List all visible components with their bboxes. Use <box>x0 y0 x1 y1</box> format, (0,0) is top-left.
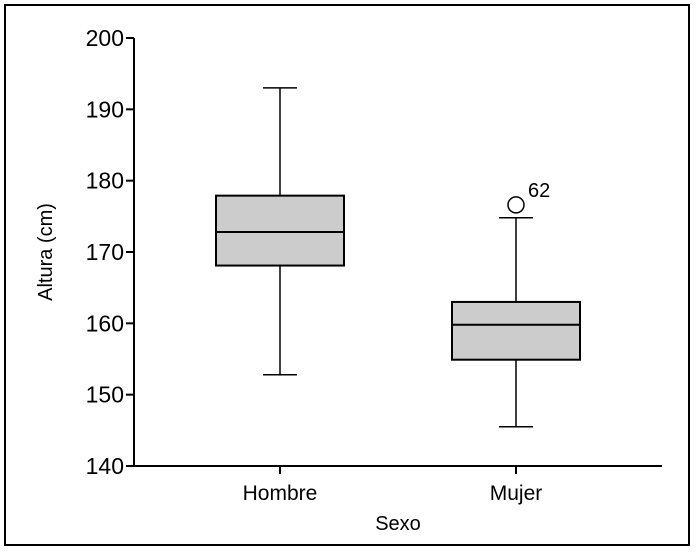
y-tick-label: 190 <box>86 96 124 122</box>
box-mujer: 62 <box>451 180 581 428</box>
boxplot-chart: 140 150 160 170 180 190 200 Hombre Mujer 62 Altu… <box>35 25 662 535</box>
y-tick-label: 200 <box>86 25 124 51</box>
iqr-box <box>451 300 581 361</box>
x-tick-label: Hombre <box>243 482 318 505</box>
y-tick-label: 140 <box>86 453 124 479</box>
y-tick-label: 170 <box>86 239 124 265</box>
y-axis-title: Altura (cm) <box>35 203 57 301</box>
outlier-label: 62 <box>528 180 550 202</box>
iqr-box <box>215 194 345 267</box>
y-tick-label: 150 <box>86 382 124 408</box>
boxes: 62 <box>215 87 581 428</box>
chart-frame: 140 150 160 170 180 190 200 Hombre Mujer 62 Altu… <box>4 4 690 546</box>
box-hombre <box>215 87 345 376</box>
y-tick-label: 180 <box>86 168 124 194</box>
y-tick-label: 160 <box>86 310 124 336</box>
outlier-point <box>507 196 525 214</box>
x-axis-title: Sexo <box>375 513 421 535</box>
x-tick-label: Mujer <box>490 482 543 505</box>
axes: 140 150 160 170 180 190 200 Hombre Mujer <box>86 25 662 505</box>
